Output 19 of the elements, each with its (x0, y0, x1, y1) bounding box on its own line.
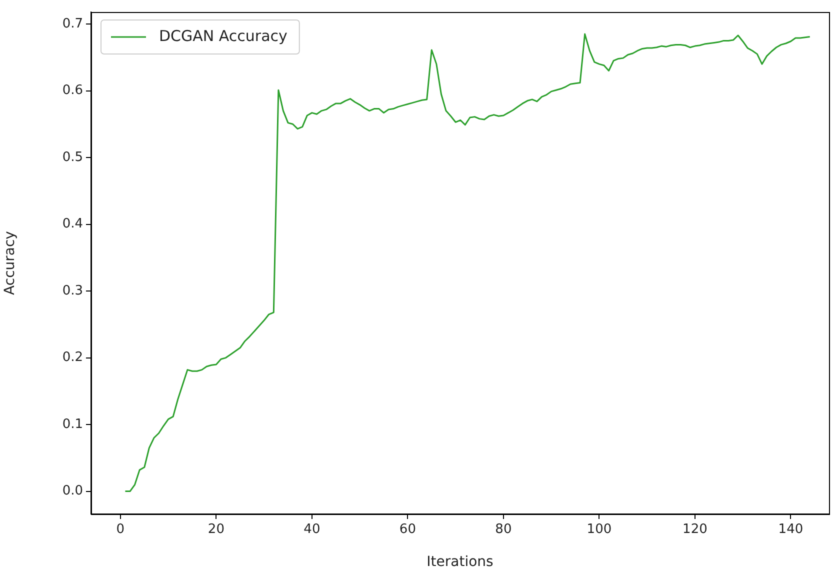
x-tick-label: 60 (399, 522, 416, 538)
x-tick-label: 40 (304, 522, 320, 538)
x-tick-label: 20 (208, 522, 224, 538)
y-tick-label: 0.3 (62, 283, 83, 298)
y-tick-label: 0.1 (62, 416, 83, 432)
x-tick-label: 80 (495, 522, 512, 538)
x-tick-label: 100 (586, 522, 612, 538)
y-tick-label: 0.4 (62, 216, 83, 232)
y-tick-label: 0.2 (62, 350, 83, 366)
x-tick-label: 0 (116, 522, 125, 538)
x-axis-title: Iterations (426, 554, 494, 570)
y-tick-label: 0.0 (62, 484, 83, 499)
x-tick-label: 140 (778, 522, 804, 538)
legend-label: DCGAN Accuracy (159, 26, 288, 45)
y-tick-label: 0.5 (62, 150, 83, 165)
x-tick-label: 120 (682, 522, 708, 538)
y-tick-label: 0.6 (62, 83, 83, 98)
y-tick-label: 0.7 (62, 16, 83, 32)
y-axis-title: Accuracy (2, 231, 18, 295)
